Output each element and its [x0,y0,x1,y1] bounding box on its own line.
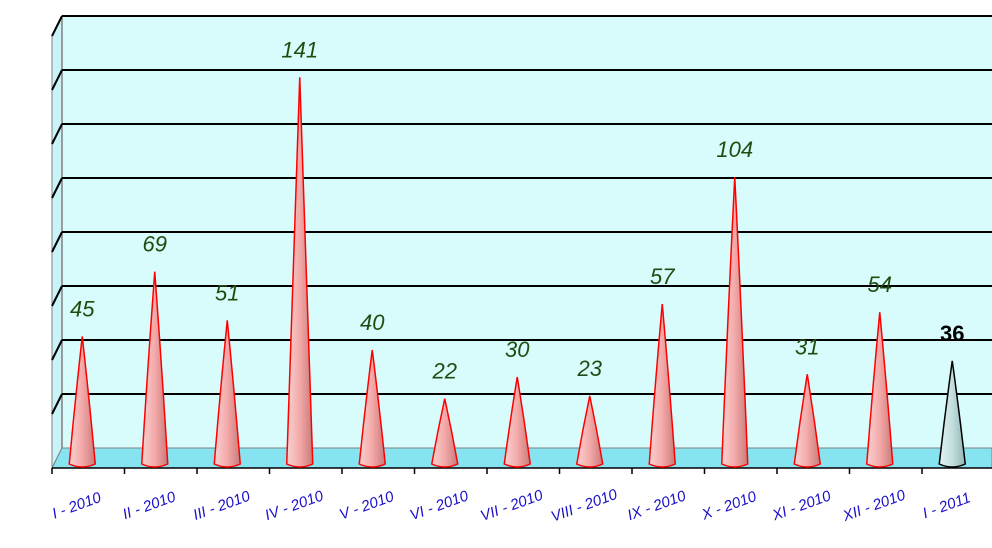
cone-bar [720,177,749,468]
x-tick-label: II - 2010 [120,488,178,523]
gridline-side [51,339,63,361]
gridline-side [51,15,63,37]
data-label: 141 [281,37,318,62]
x-tick-label: I - 2010 [50,489,104,523]
data-labels: 45 69 51 141 40 22 30 23 57 104 31 54 36 [70,37,964,383]
gridline-side [51,393,63,415]
cone-bar [285,77,314,468]
gridline-side [51,285,63,307]
data-label: 54 [868,272,892,297]
cone-bar [430,398,459,468]
data-label: 36 [940,321,964,346]
cone-bar [648,304,677,468]
x-tick-label: IV - 2010 [263,487,327,524]
gridline-side [51,69,63,91]
axis-ticks [51,468,923,474]
data-label: 104 [716,137,753,162]
cone-bar [358,349,387,468]
cone-bar [68,336,97,468]
x-tick-label: I - 2011 [920,489,973,522]
x-tick-label: VIII - 2010 [549,486,620,526]
data-label: 31 [795,334,819,359]
x-tick-label: XI - 2010 [769,487,834,524]
cone-bar [140,271,169,468]
cone-bar [213,320,242,468]
cone-bar [793,374,822,468]
gridlines [51,15,992,415]
data-label: 23 [577,356,603,381]
x-tick-label: IX - 2010 [625,487,689,524]
x-tick-label: V - 2010 [337,488,397,524]
gridline-side [51,177,63,199]
cone-bar [575,395,604,468]
x-tick-label: VII - 2010 [478,486,546,524]
data-label: 22 [432,359,457,384]
x-tick-labels: I - 2010 II - 2010 III - 2010 IV - 2010 V - … [50,486,973,526]
data-label: 30 [505,337,530,362]
data-label: 51 [215,280,239,305]
data-label: 40 [360,310,385,335]
cone-bar [865,312,894,468]
x-tick-label: III - 2010 [191,487,253,523]
data-label: 69 [143,232,167,257]
data-label: 45 [70,297,95,322]
gridline-side [51,123,63,145]
x-tick-label: X - 2010 [699,488,760,524]
data-label: 57 [650,264,675,289]
x-tick-label: VI - 2010 [408,487,472,524]
x-tick-label: XII - 2010 [840,486,908,525]
cone-series [68,77,967,468]
gridline-side [51,231,63,253]
cone-bar-highlight [938,360,967,468]
cone-bar [503,376,532,468]
